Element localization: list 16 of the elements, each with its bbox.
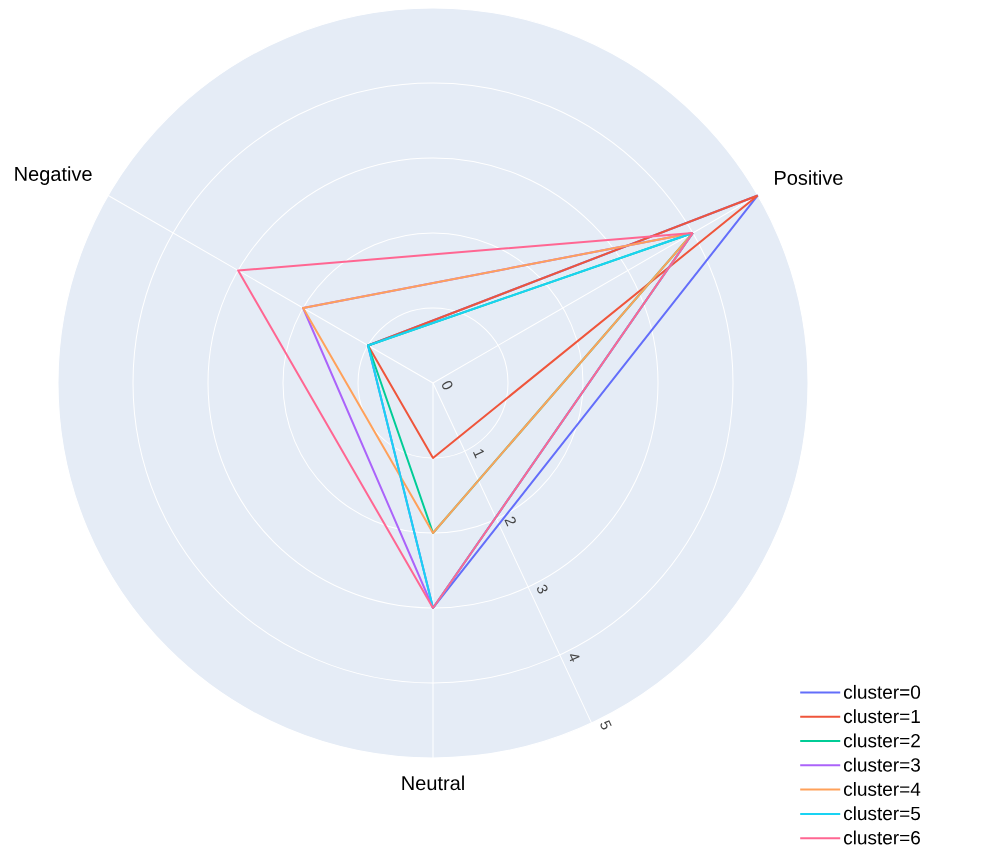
y-tick-label: 0: [442, 380, 453, 390]
y-tick-label: 5: [600, 720, 612, 730]
legend-label: cluster=2: [844, 733, 920, 748]
spoke-label: Negative: [15, 166, 92, 185]
y-tick-label: 3: [537, 584, 548, 594]
y-tick-label: 2: [504, 516, 516, 527]
legend-label: cluster=4: [844, 781, 921, 796]
y-tick-label: 4: [569, 654, 580, 662]
legend-label: cluster=0: [844, 684, 921, 699]
legend-label: cluster=1: [844, 709, 920, 724]
legend-label: cluster=3: [844, 757, 920, 772]
spoke-label: Neutral: [402, 775, 464, 791]
legend-label: cluster=5: [844, 806, 921, 821]
spoke-label: Positive: [775, 170, 843, 185]
legend-label: cluster=6: [844, 830, 920, 845]
y-tick-label: 1: [473, 449, 485, 459]
